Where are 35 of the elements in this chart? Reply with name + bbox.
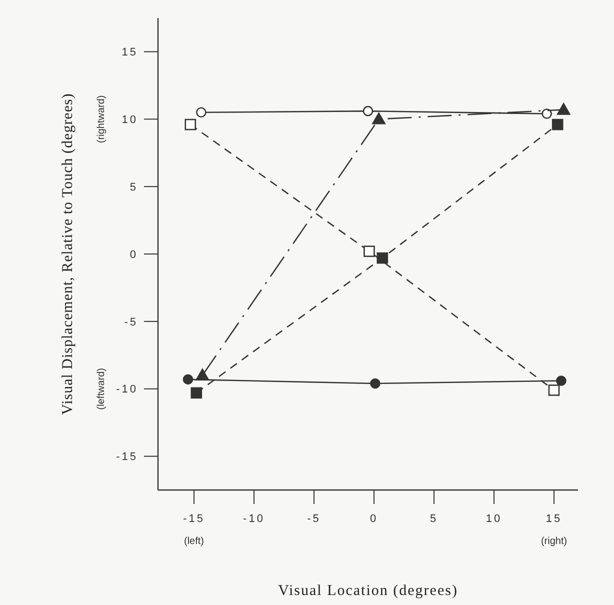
point [556,376,566,386]
text: (right) [540,536,568,547]
point [182,374,194,385]
x-tick-label: -15 [183,513,205,525]
text: (rightward) [96,95,107,144]
point [190,387,202,399]
x-tick-label: 10 [486,513,502,525]
x-axis-title: Visual Location (degrees) [278,583,458,599]
point [552,118,564,130]
point [370,378,380,389]
point [364,246,375,257]
text: (leftward) [96,368,107,410]
y-tick-label: 15 [122,46,138,59]
point [542,108,552,119]
y-axis-title: Visual Displacement, Relative to Touch (degrees) [60,93,76,415]
point [548,384,560,396]
y-tick-label: -5 [124,316,138,328]
text: (left) [184,536,204,547]
y-tick-label: -15 [116,451,138,464]
point [376,252,388,264]
y-tick-label: 10 [122,114,138,126]
x-tick-label: 0 [370,513,378,525]
y-tick-label: 0 [130,248,138,261]
x-tick-label: -10 [243,513,265,525]
point [362,106,374,116]
point [196,107,206,118]
point [372,112,386,124]
x-tick-label: 15 [546,513,562,525]
point [184,118,196,130]
x-tick-label: -5 [307,513,321,525]
point [556,103,570,115]
point [196,368,210,381]
y-tick-label: -10 [116,384,138,396]
y-tick-label: 5 [130,181,138,194]
x-tick-label: 5 [430,513,438,525]
